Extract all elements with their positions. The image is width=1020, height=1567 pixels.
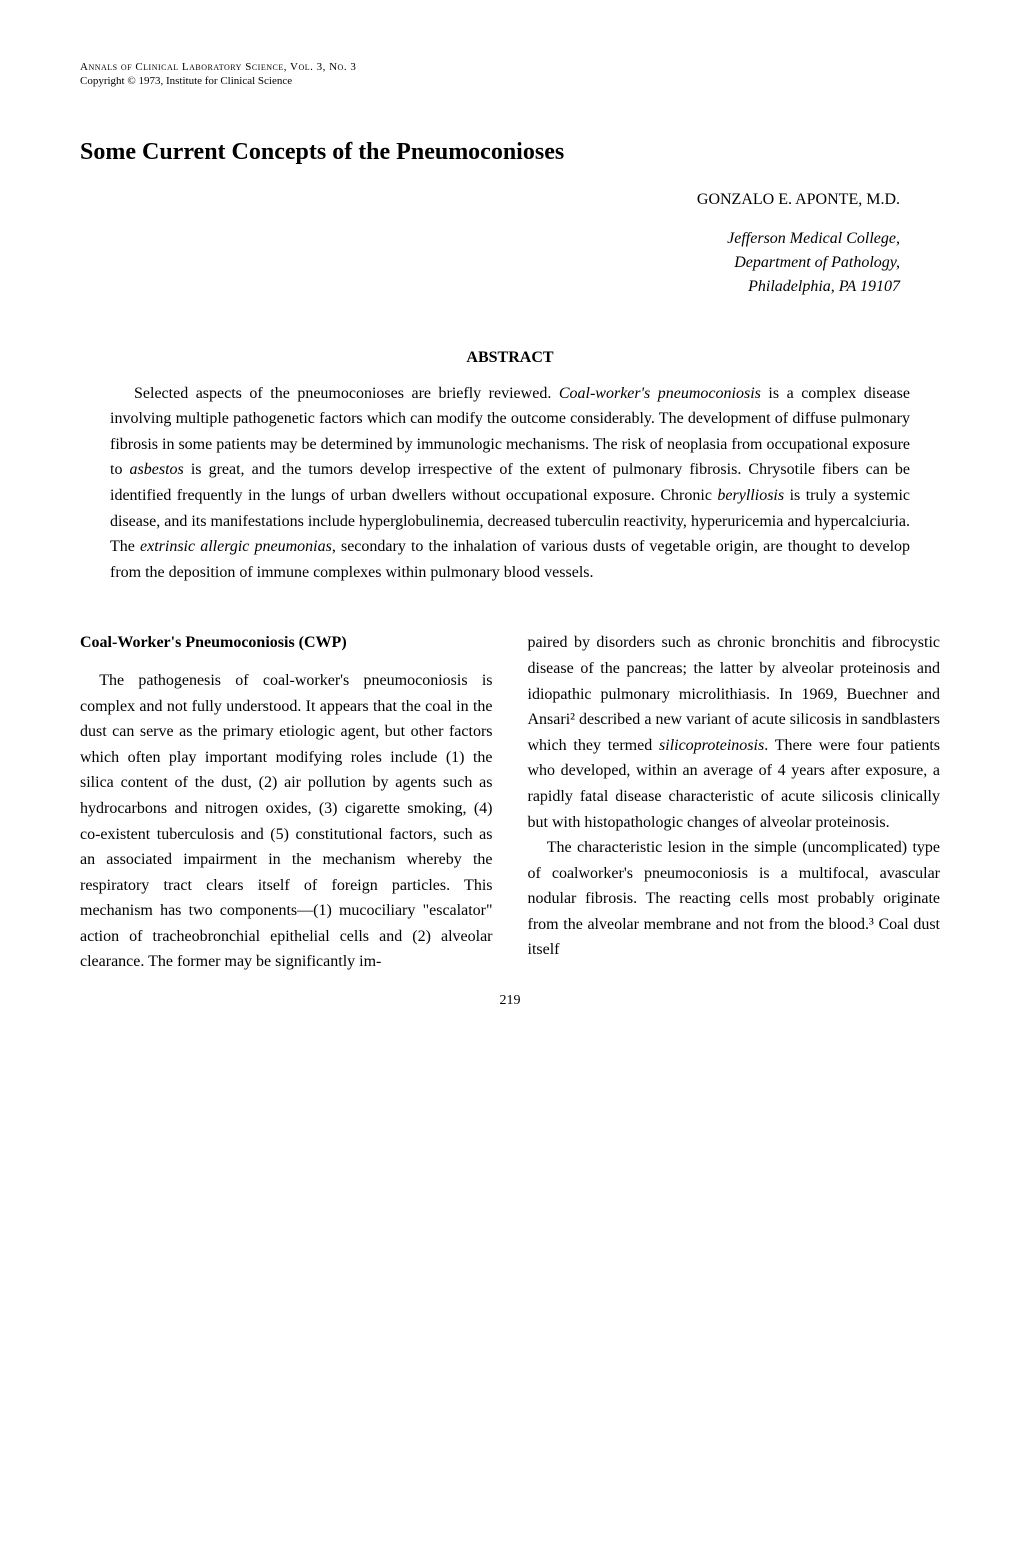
left-column: Coal-Worker's Pneumoconiosis (CWP) The p…: [80, 630, 493, 975]
page-number: 219: [80, 993, 940, 1009]
left-column-paragraph-1: The pathogenesis of coal-worker's pneumo…: [80, 668, 493, 975]
affiliation-line-1: Jefferson Medical College,: [80, 227, 900, 251]
affiliation-line-2: Department of Pathology,: [80, 251, 900, 275]
affiliation-line-3: Philadelphia, PA 19107: [80, 275, 900, 299]
journal-line-2: Copyright © 1973, Institute for Clinical…: [80, 74, 940, 88]
author-name: GONZALO E. APONTE, M.D.: [80, 191, 940, 209]
right-column: paired by disorders such as chronic bron…: [528, 630, 941, 975]
journal-header: Annals of Clinical Laboratory Science, V…: [80, 60, 940, 89]
two-column-body: Coal-Worker's Pneumoconiosis (CWP) The p…: [80, 630, 940, 975]
affiliation: Jefferson Medical College, Department of…: [80, 227, 940, 299]
abstract-body: Selected aspects of the pneumoconioses a…: [110, 381, 910, 586]
right-column-paragraph-1: paired by disorders such as chronic bron…: [528, 630, 941, 835]
journal-line-1: Annals of Clinical Laboratory Science, V…: [80, 60, 940, 74]
article-title: Some Current Concepts of the Pneumoconio…: [80, 139, 940, 166]
section-heading-cwp: Coal-Worker's Pneumoconiosis (CWP): [80, 630, 493, 656]
right-column-paragraph-2: The characteristic lesion in the simple …: [528, 835, 941, 963]
abstract-heading: ABSTRACT: [80, 349, 940, 367]
